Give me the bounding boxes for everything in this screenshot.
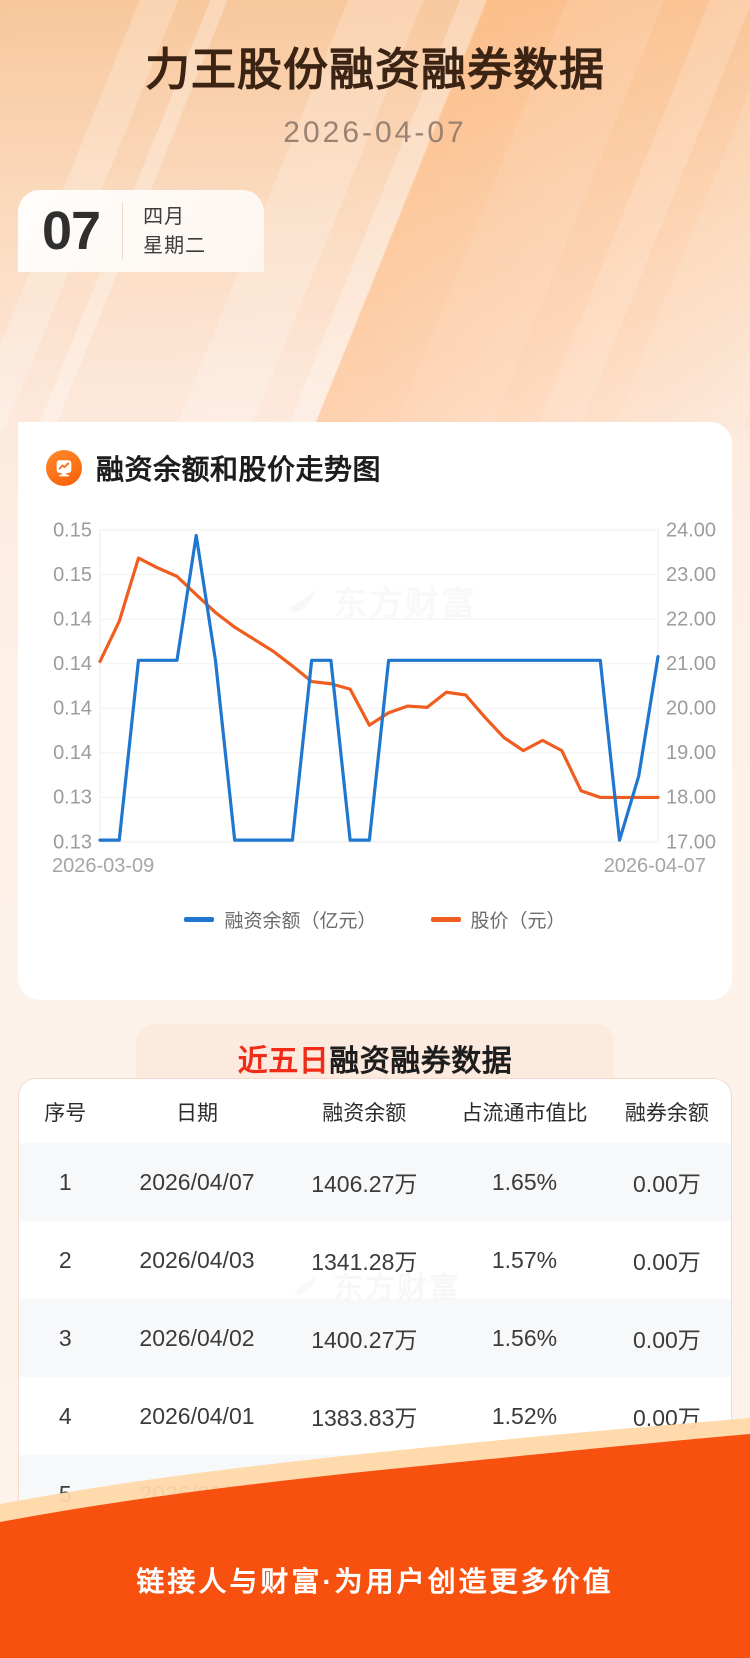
- footer-slogan: 链接人与财富·为用户创造更多价值: [136, 1566, 614, 1597]
- date-badge-divider: [122, 202, 124, 260]
- table-cell: 2026/04/02: [139, 1324, 255, 1351]
- table-cell: 4: [58, 1402, 72, 1429]
- y-axis-right-tick: 20.00: [666, 698, 716, 720]
- table-row: 1 2026/04/07 1406.27万 1.65% 0.00万: [19, 1143, 731, 1222]
- y-axis-left-tick: 0.14: [53, 609, 92, 631]
- table-cell: 0.00万: [633, 1327, 701, 1354]
- y-axis-right-tick: 22.00: [666, 609, 716, 631]
- date-badge-month: 四月: [143, 205, 186, 228]
- table-cell: 1.57%: [491, 1246, 558, 1273]
- y-axis-right-tick: 21.00: [666, 653, 716, 675]
- y-axis-left-tick: 0.15: [53, 564, 92, 586]
- column-header-index: 序号: [44, 1102, 87, 1126]
- legend-label-rongzi: 融资余额（亿元）: [224, 911, 377, 933]
- table-title-highlight: 近五日: [237, 1045, 330, 1079]
- chart-plot: 0.15 24.00 0.15 23.00 0.14 22.00 0.14 21.00 0.14…: [52, 519, 716, 877]
- legend-swatch-price: [430, 917, 461, 923]
- x-axis-label-end: 2026-04-07: [604, 855, 706, 877]
- y-axis-right-tick: 24.00: [666, 519, 716, 541]
- table-row: 2 2026/04/03 1341.28万 1.57% 0.00万: [19, 1221, 731, 1299]
- table-title-rest: 融资融券数据: [329, 1045, 513, 1079]
- column-header-securities-balance: 融券余额: [624, 1102, 709, 1126]
- page-footer: 链接人与财富·为用户创造更多价值: [0, 1418, 750, 1658]
- series-line-financing-balance: [98, 534, 660, 842]
- table-cell: 1383.83万: [311, 1405, 418, 1432]
- table-cell: 1.52%: [491, 1402, 558, 1429]
- page-title: 力王股份融资融券数据: [144, 44, 605, 95]
- chart-trend-icon: [46, 450, 82, 487]
- date-badge-day: 07: [42, 201, 101, 261]
- y-axis-right-tick: 19.00: [666, 742, 716, 764]
- table-cell: 1.56%: [491, 1324, 558, 1351]
- y-axis-left-tick: 0.13: [53, 831, 92, 853]
- table-title: 近五日融资融券数据: [238, 1036, 513, 1080]
- y-axis-left-tick: 0.14: [53, 742, 92, 764]
- y-axis-right-tick: 23.00: [666, 564, 716, 586]
- y-axis-left-tick: 0.13: [53, 787, 92, 809]
- table-header-row: 序号 日期 融资余额 占流通市值比 融券余额: [19, 1079, 731, 1143]
- column-header-financing-balance: 融资余额: [322, 1102, 407, 1126]
- table-cell: 0.00万: [633, 1171, 701, 1198]
- column-header-market-cap-ratio: 占流通市值比: [461, 1102, 588, 1126]
- column-header-date: 日期: [175, 1102, 218, 1126]
- legend-swatch-rongzi: [184, 917, 215, 923]
- x-axis-label-start: 2026-03-09: [52, 855, 154, 877]
- chart-card-header: 融资余额和股价走势图: [18, 448, 732, 488]
- chart-area: 东方财富 0.15 24.00 0.15 23.00 0.14 22.00 0.14 21.0…: [18, 500, 732, 970]
- table-row: 3 2026/04/02 1400.27万 1.56% 0.00万: [19, 1299, 731, 1378]
- y-axis-right-tick: 17.00: [666, 831, 716, 853]
- table-cell: 1.65%: [491, 1168, 558, 1195]
- footer-wave: [0, 1418, 750, 1658]
- legend-label-price: 股价（元）: [470, 911, 566, 933]
- y-axis-left-tick: 0.14: [53, 698, 92, 720]
- date-badge-weekday: 星期二: [143, 234, 207, 257]
- table-cell: 0.00万: [633, 1249, 701, 1276]
- legend-item-price: 股价（元）: [430, 906, 566, 933]
- chart-legend: 融资余额（亿元） 股价（元）: [22, 906, 728, 933]
- table-cell: 3: [58, 1324, 72, 1351]
- chart-card: 融资余额和股价走势图 东方财富 0.15 24.00 0.15 23.00 0.14 22…: [18, 422, 732, 1001]
- table-row: 4 2026/04/01 1383.83万 1.52% 0.00万: [19, 1377, 731, 1455]
- chart-title: 融资余额和股价走势图: [96, 454, 382, 486]
- y-axis-left-tick: 0.14: [53, 653, 92, 675]
- table-cell: 2: [58, 1246, 72, 1273]
- table-cell: 1406.27万: [311, 1171, 418, 1198]
- page-header: 力王股份融资融券数据 2026-04-07: [0, 0, 750, 150]
- series-line-stock-price: [98, 556, 660, 800]
- table-cell: 2026/04/07: [139, 1168, 255, 1195]
- date-badge: 07 四月 星期二: [18, 190, 264, 272]
- legend-item-rongzi: 融资余额（亿元）: [184, 906, 377, 933]
- page-subtitle-date: 2026-04-07: [283, 116, 467, 150]
- table-cell: 1: [58, 1168, 72, 1195]
- y-axis-left-tick: 0.15: [53, 519, 92, 541]
- table-cell: 1341.28万: [311, 1249, 418, 1276]
- y-axis-right-tick: 18.00: [666, 787, 716, 809]
- table-cell: 1400.27万: [311, 1327, 418, 1354]
- table-cell: 2026/04/03: [139, 1246, 255, 1273]
- table-cell: 2026/04/01: [139, 1402, 255, 1429]
